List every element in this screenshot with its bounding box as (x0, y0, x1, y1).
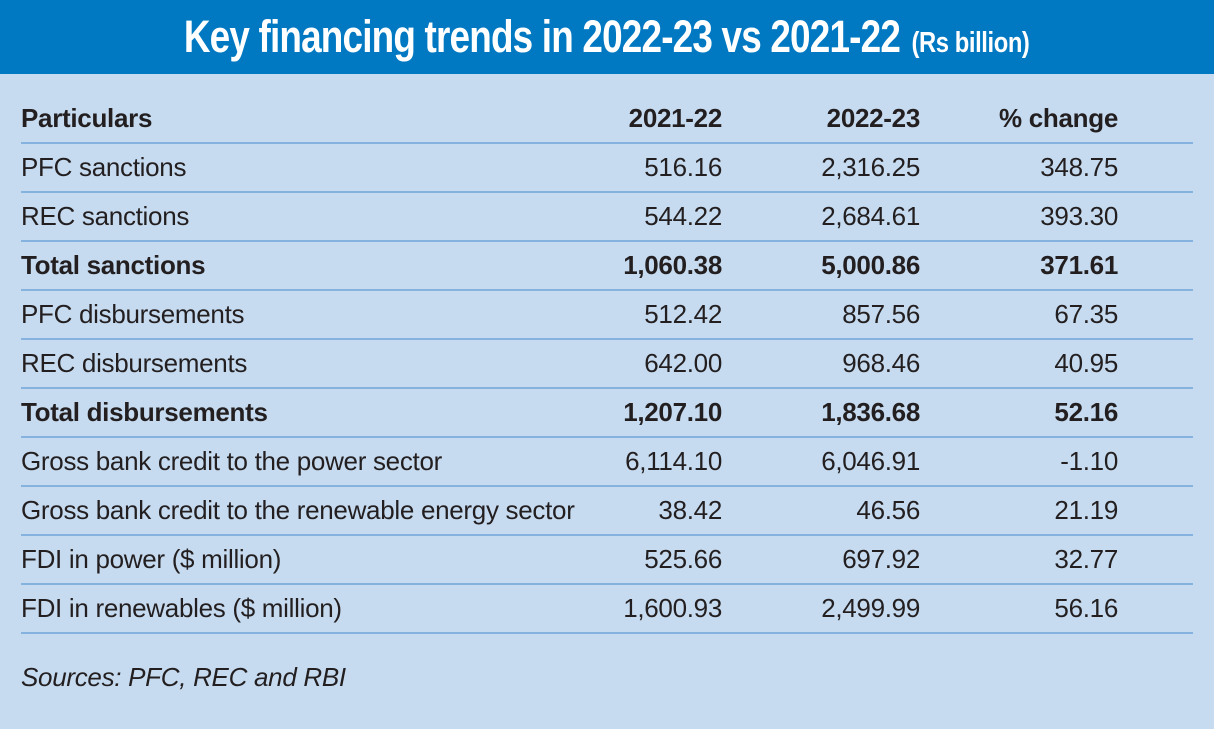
value-pct-change: 348.75 (1040, 152, 1118, 182)
value-2021-22: 1,207.10 (623, 397, 722, 427)
financing-table: Particulars 2021-22 2022-23 % change PFC… (21, 74, 1193, 634)
value-2022-23: 1,836.68 (821, 397, 920, 427)
title-band: Key financing trends in 2022-23 vs 2021-… (0, 0, 1214, 74)
value-2022-23: 697.92 (842, 544, 920, 574)
table-header-row: Particulars 2021-22 2022-23 % change (21, 95, 1193, 144)
value-2022-23: 6,046.91 (821, 446, 920, 476)
table-row: PFC disbursements 512.42 857.56 67.35 (21, 291, 1193, 340)
value-2022-23: 5,000.86 (821, 250, 920, 280)
value-2022-23: 2,316.25 (821, 152, 920, 182)
row-label: Total sanctions (21, 250, 206, 280)
value-2021-22: 525.66 (644, 544, 722, 574)
row-label: REC disbursements (21, 348, 248, 378)
table-row: FDI in renewables ($ million) 1,600.93 2… (21, 585, 1193, 634)
value-2022-23: 46.56 (856, 495, 920, 525)
row-label: FDI in renewables ($ million) (21, 593, 342, 623)
column-header-pct-change: % change (999, 103, 1118, 133)
value-pct-change: 67.35 (1054, 299, 1118, 329)
page-title-main: Key financing trends in 2022-23 vs 2021-… (184, 11, 901, 62)
value-pct-change: 56.16 (1054, 593, 1118, 623)
value-2022-23: 2,684.61 (821, 201, 920, 231)
table-row: REC disbursements 642.00 968.46 40.95 (21, 340, 1193, 389)
value-2021-22: 544.22 (644, 201, 722, 231)
sources-note: Sources: PFC, REC and RBI (21, 662, 346, 692)
value-pct-change: 371.61 (1040, 250, 1118, 280)
value-2021-22: 1,600.93 (623, 593, 722, 623)
value-2021-22: 642.00 (644, 348, 722, 378)
value-pct-change: 393.30 (1040, 201, 1118, 231)
row-label: FDI in power ($ million) (21, 544, 282, 574)
table-row: PFC sanctions 516.16 2,316.25 348.75 (21, 144, 1193, 193)
value-2021-22: 1,060.38 (623, 250, 722, 280)
value-2021-22: 6,114.10 (625, 446, 722, 476)
page-title: Key financing trends in 2022-23 vs 2021-… (184, 11, 1030, 63)
table-row: FDI in power ($ million) 525.66 697.92 3… (21, 536, 1193, 585)
value-pct-change: 21.19 (1054, 495, 1118, 525)
value-2021-22: 512.42 (644, 299, 722, 329)
row-label: REC sanctions (21, 201, 190, 231)
table-row: Gross bank credit to the power sector 6,… (21, 438, 1193, 487)
table-row-total-sanctions: Total sanctions 1,060.38 5,000.86 371.61 (21, 242, 1193, 291)
column-header-2021-22: 2021-22 (628, 103, 723, 133)
value-2021-22: 516.16 (644, 152, 722, 182)
value-2022-23: 2,499.99 (821, 593, 920, 623)
table-row: REC sanctions 544.22 2,684.61 393.30 (21, 193, 1193, 242)
value-2021-22: 38.42 (658, 495, 722, 525)
value-pct-change: -1.10 (1060, 446, 1118, 476)
row-label: Total disbursements (21, 397, 268, 427)
row-label: Gross bank credit to the power sector (21, 446, 442, 476)
value-2022-23: 857.56 (842, 299, 920, 329)
column-header-particulars: Particulars (21, 103, 153, 133)
row-label: Gross bank credit to the renewable energ… (21, 495, 575, 525)
value-pct-change: 52.16 (1054, 397, 1118, 427)
value-2022-23: 968.46 (842, 348, 920, 378)
page-title-unit: (Rs billion) (911, 27, 1030, 59)
table-row: Gross bank credit to the renewable energ… (21, 487, 1193, 536)
row-label: PFC sanctions (21, 152, 187, 182)
column-header-2022-23: 2022-23 (826, 103, 921, 133)
value-pct-change: 32.77 (1054, 544, 1118, 574)
row-label: PFC disbursements (21, 299, 245, 329)
value-pct-change: 40.95 (1054, 348, 1118, 378)
table-row-total-disbursements: Total disbursements 1,207.10 1,836.68 52… (21, 389, 1193, 438)
